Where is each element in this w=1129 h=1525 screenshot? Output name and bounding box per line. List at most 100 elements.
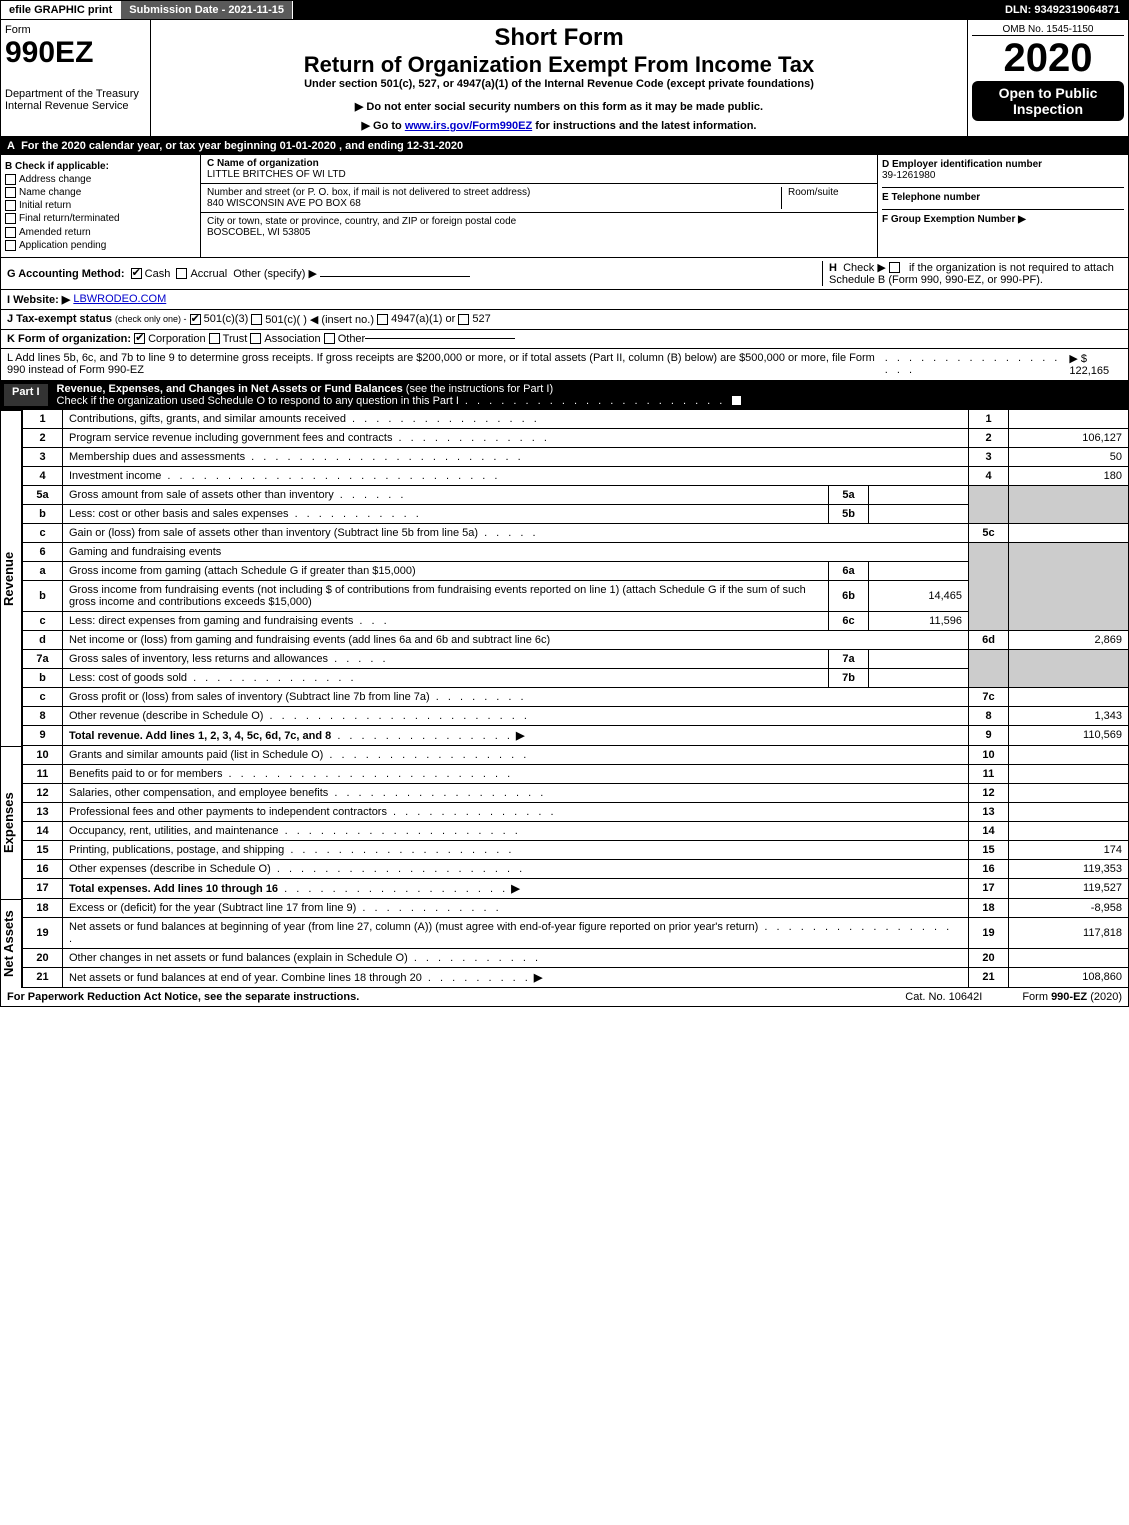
checkbox-527[interactable] xyxy=(458,314,469,325)
line-5c: cGain or (loss) from sale of assets othe… xyxy=(23,523,1129,542)
part-i-sub: (see the instructions for Part I) xyxy=(406,383,553,395)
top-bar: efile GRAPHIC print Submission Date - 20… xyxy=(0,0,1129,20)
net-assets-section: Net Assets 18Excess or (deficit) for the… xyxy=(0,899,1129,988)
row-g: G Accounting Method: Cash Accrual Other … xyxy=(7,267,822,280)
h-label: H xyxy=(829,262,837,274)
revenue-table: 1Contributions, gifts, grants, and simil… xyxy=(22,410,1129,746)
checkbox-other-org[interactable] xyxy=(324,333,335,344)
checkbox-application-pending[interactable] xyxy=(5,240,16,251)
header-mid: Short Form Return of Organization Exempt… xyxy=(151,20,968,136)
checkbox-4947[interactable] xyxy=(377,314,388,325)
page-footer: For Paperwork Reduction Act Notice, see … xyxy=(0,988,1129,1007)
line-21: 21Net assets or fund balances at end of … xyxy=(23,967,1129,987)
form-number: 990EZ xyxy=(5,36,146,70)
cb-label-1: Name change xyxy=(19,187,81,198)
checkbox-initial-return[interactable] xyxy=(5,200,16,211)
checkbox-assoc[interactable] xyxy=(250,333,261,344)
checkbox-sched-b[interactable] xyxy=(889,262,900,273)
h-check: Check ▶ xyxy=(843,262,886,274)
line-2: 2Program service revenue including gover… xyxy=(23,428,1129,447)
open-public: Open to Public Inspection xyxy=(972,81,1124,121)
row-j: J Tax-exempt status (check only one) - 5… xyxy=(0,310,1129,330)
do-not-enter: ▶ Do not enter social security numbers o… xyxy=(155,100,963,113)
checkbox-address-change[interactable] xyxy=(5,174,16,185)
name-label: C Name of organization xyxy=(207,158,319,169)
short-form-title: Short Form xyxy=(155,24,963,52)
line-16: 16Other expenses (describe in Schedule O… xyxy=(23,859,1129,878)
checkbox-schedule-o[interactable] xyxy=(731,395,742,406)
info-block: B Check if applicable: Address change Na… xyxy=(0,155,1129,258)
k-label: K Form of organization: xyxy=(7,333,131,345)
city-label: City or town, state or province, country… xyxy=(207,216,871,227)
tax-year: 2020 xyxy=(972,36,1124,81)
part-i-title: Revenue, Expenses, and Changes in Net As… xyxy=(57,383,406,395)
line-17: 17Total expenses. Add lines 10 through 1… xyxy=(23,878,1129,898)
checkbox-501c[interactable] xyxy=(251,314,262,325)
checkbox-501c3[interactable] xyxy=(190,314,201,325)
row-k: K Form of organization: Corporation Trus… xyxy=(0,330,1129,349)
line-4: 4Investment income . . . . . . . . . . .… xyxy=(23,466,1129,485)
cb-label-2: Initial return xyxy=(19,200,71,211)
line-6b: bGross income from fundraising events (n… xyxy=(23,580,1129,611)
line-1: 1Contributions, gifts, grants, and simil… xyxy=(23,410,1129,429)
i-label: I Website: ▶ xyxy=(7,293,70,306)
line-7b: bLess: cost of goods sold . . . . . . . … xyxy=(23,668,1129,687)
goto-link[interactable]: www.irs.gov/Form990EZ xyxy=(405,120,532,132)
l-text: L Add lines 5b, 6c, and 7b to line 9 to … xyxy=(7,352,885,376)
addr-label: Number and street (or P. O. box, if mail… xyxy=(207,187,781,198)
dln-label: DLN: 93492319064871 xyxy=(997,1,1128,19)
line-10: 10Grants and similar amounts paid (list … xyxy=(23,746,1129,765)
checkbox-accrual[interactable] xyxy=(176,268,187,279)
g-accrual: Accrual xyxy=(190,268,227,280)
line-6d: dNet income or (loss) from gaming and fu… xyxy=(23,630,1129,649)
k-other: Other xyxy=(338,333,366,345)
website-link[interactable]: LBWRODEO.COM xyxy=(73,293,166,305)
expenses-section: Expenses 10Grants and similar amounts pa… xyxy=(0,746,1129,899)
org-city: BOSCOBEL, WI 53805 xyxy=(207,227,871,238)
room-label: Room/suite xyxy=(781,187,871,209)
org-name: LITTLE BRITCHES OF WI LTD xyxy=(207,169,871,180)
org-name-row: C Name of organization LITTLE BRITCHES O… xyxy=(201,155,877,184)
line-11: 11Benefits paid to or for members . . . … xyxy=(23,764,1129,783)
goto-row: ▶ Go to www.irs.gov/Form990EZ for instru… xyxy=(155,119,963,132)
row-l: L Add lines 5b, 6c, and 7b to line 9 to … xyxy=(0,349,1129,381)
part-i-check: Check if the organization used Schedule … xyxy=(57,395,459,407)
box-d: D Employer identification number39-12619… xyxy=(878,155,1128,257)
checkbox-corp[interactable] xyxy=(134,333,145,344)
efile-label: efile GRAPHIC print xyxy=(1,1,121,19)
return-title: Return of Organization Exempt From Incom… xyxy=(155,52,963,78)
box-c: C Name of organization LITTLE BRITCHES O… xyxy=(201,155,878,257)
checkbox-name-change[interactable] xyxy=(5,187,16,198)
footer-mid: Cat. No. 10642I xyxy=(905,991,982,1003)
line-6a: aGross income from gaming (attach Schedu… xyxy=(23,561,1129,580)
line-5b: bLess: cost or other basis and sales exp… xyxy=(23,504,1129,523)
k-corp: Corporation xyxy=(148,333,205,345)
line-7a: 7aGross sales of inventory, less returns… xyxy=(23,649,1129,668)
checkbox-amended-return[interactable] xyxy=(5,227,16,238)
box-b: B Check if applicable: Address change Na… xyxy=(1,155,201,257)
checkbox-final-return[interactable] xyxy=(5,213,16,224)
revenue-section: Revenue 1Contributions, gifts, grants, a… xyxy=(0,410,1129,746)
omb-number: OMB No. 1545-1150 xyxy=(972,24,1124,36)
checkbox-cash[interactable] xyxy=(131,268,142,279)
line-5a: 5aGross amount from sale of assets other… xyxy=(23,485,1129,504)
line-6c: cLess: direct expenses from gaming and f… xyxy=(23,611,1129,630)
line-19: 19Net assets or fund balances at beginni… xyxy=(23,917,1129,948)
j-sub: (check only one) - xyxy=(115,314,187,324)
k-assoc: Association xyxy=(264,333,320,345)
g-other: Other (specify) ▶ xyxy=(233,268,317,280)
under-section: Under section 501(c), 527, or 4947(a)(1)… xyxy=(155,78,963,90)
line-a: A For the 2020 calendar year, or tax yea… xyxy=(0,137,1129,155)
netassets-side-label: Net Assets xyxy=(0,899,22,988)
row-h: H Check ▶ if the organization is not req… xyxy=(822,261,1122,286)
part-i-header: Part I Revenue, Expenses, and Changes in… xyxy=(0,381,1129,410)
row-g-h: G Accounting Method: Cash Accrual Other … xyxy=(0,258,1129,290)
org-address: 840 WISCONSIN AVE PO BOX 68 xyxy=(207,198,781,209)
j-a1: 4947(a)(1) or xyxy=(391,313,455,325)
irs-label: Internal Revenue Service xyxy=(5,100,146,112)
tel-label: E Telephone number xyxy=(882,192,980,203)
line-3: 3Membership dues and assessments . . . .… xyxy=(23,447,1129,466)
line-13: 13Professional fees and other payments t… xyxy=(23,802,1129,821)
checkbox-trust[interactable] xyxy=(209,333,220,344)
cb-label-5: Application pending xyxy=(19,240,106,251)
